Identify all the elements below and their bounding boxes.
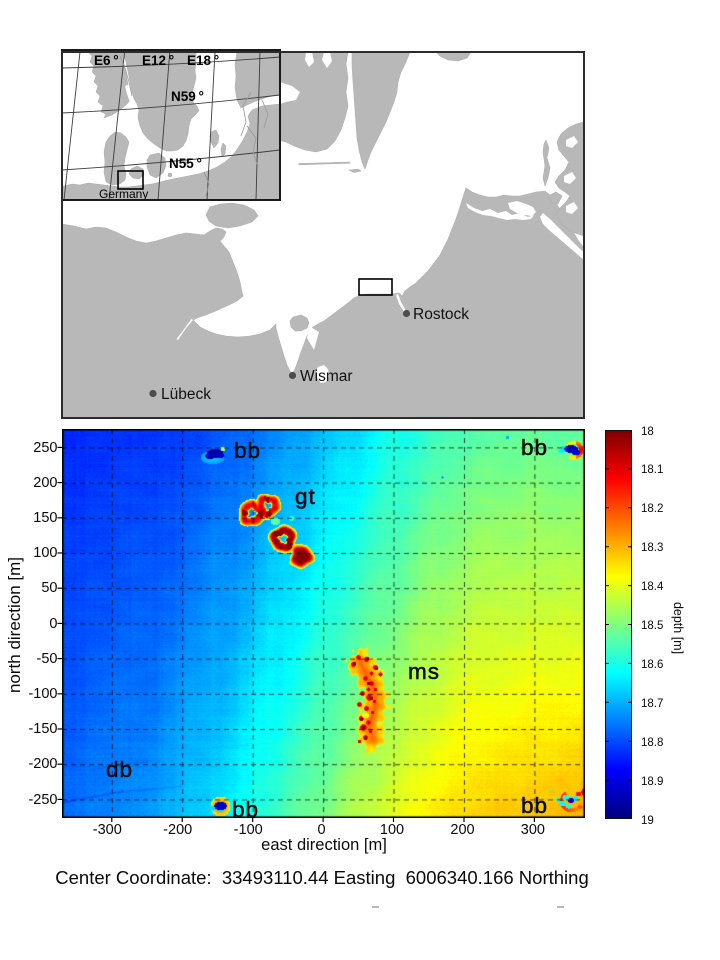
svg-text:E12 °: E12 ° — [142, 53, 174, 68]
svg-text:Rostock: Rostock — [413, 306, 469, 323]
svg-text:E6 °: E6 ° — [94, 53, 119, 68]
svg-text:N55 °: N55 ° — [169, 156, 202, 171]
svg-text:Wismar: Wismar — [300, 368, 353, 385]
svg-text:Germany: Germany — [99, 187, 148, 201]
svg-text:N59 °: N59 ° — [171, 89, 204, 104]
svg-text:E18 °: E18 ° — [187, 53, 219, 68]
svg-text:Lübeck: Lübeck — [161, 386, 211, 403]
